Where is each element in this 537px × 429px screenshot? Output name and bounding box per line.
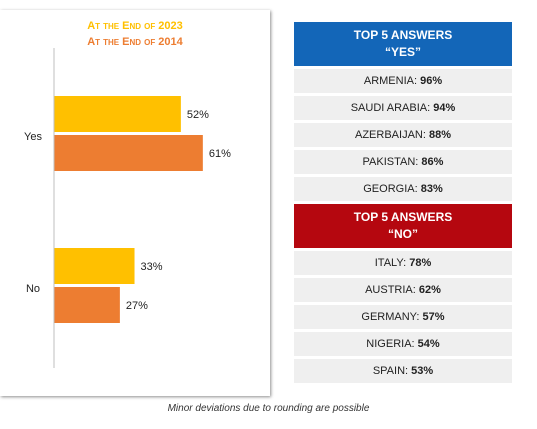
yes-table: TOP 5 ANSWERS “YES” ARMENIA: 96% SAUDI A…	[294, 22, 512, 201]
country-name: GERMANY:	[361, 311, 420, 323]
no-table: TOP 5 ANSWERS “NO” ITALY: 78% AUSTRIA: 6…	[294, 204, 512, 383]
table-row: ARMENIA: 96%	[294, 69, 512, 93]
country-name: PAKISTAN:	[362, 156, 419, 168]
country-name: ITALY:	[374, 257, 407, 269]
no-table-header: TOP 5 ANSWERS “NO”	[294, 204, 512, 248]
no-table-title: TOP 5 ANSWERS	[353, 210, 453, 224]
bar	[54, 96, 181, 132]
bar	[54, 135, 203, 171]
category-label: No	[26, 283, 40, 295]
table-row: AZERBAIJAN: 88%	[294, 123, 512, 147]
table-row: NIGERIA: 54%	[294, 332, 512, 356]
bar-chart: At the End of 2023 At the End of 2014 52% 6…	[24, 20, 231, 368]
data-label: 61%	[209, 148, 231, 160]
country-name: AUSTRIA:	[365, 284, 416, 296]
table-row: PAKISTAN: 86%	[294, 150, 512, 174]
country-value: 94%	[433, 102, 456, 114]
legend-entry: At the End of 2023	[87, 20, 183, 32]
country-value: 96%	[420, 75, 443, 87]
country-name: AZERBAIJAN:	[355, 129, 426, 141]
no-table-subtitle: “NO”	[388, 227, 418, 241]
yes-table-subtitle: “YES”	[384, 45, 421, 59]
table-row: AUSTRIA: 62%	[294, 278, 512, 302]
country-value: 86%	[421, 156, 444, 168]
country-value: 54%	[417, 338, 440, 350]
table-row: GEORGIA: 83%	[294, 177, 512, 201]
data-label: 27%	[126, 300, 148, 312]
country-value: 83%	[420, 183, 443, 195]
table-row: GERMANY: 57%	[294, 305, 512, 329]
yes-table-header: TOP 5 ANSWERS “YES”	[294, 22, 512, 66]
country-value: 88%	[428, 129, 451, 141]
yes-table-title: TOP 5 ANSWERS	[353, 28, 453, 42]
country-value: 53%	[411, 365, 434, 377]
bar	[54, 287, 120, 323]
country-name: SPAIN:	[372, 365, 409, 377]
country-name: NIGERIA:	[366, 338, 415, 350]
footnote: Minor deviations due to rounding are pos…	[167, 403, 370, 414]
country-name: SAUDI ARABIA:	[350, 102, 431, 114]
chart-panel: At the End of 2023 At the End of 2014 52% 6…	[0, 10, 270, 396]
country-value: 62%	[418, 284, 441, 296]
legend-entry: At the End of 2014	[87, 36, 183, 48]
data-label: 33%	[141, 261, 163, 273]
country-value: 78%	[409, 257, 432, 269]
country-value: 57%	[422, 311, 445, 323]
country-name: GEORGIA:	[363, 183, 418, 195]
top-answers-tables: TOP 5 ANSWERS “YES” ARMENIA: 96% SAUDI A…	[294, 22, 512, 383]
category-label: Yes	[24, 131, 42, 143]
data-label: 52%	[187, 109, 209, 121]
country-name: ARMENIA:	[363, 75, 418, 87]
table-row: SPAIN: 53%	[294, 359, 512, 383]
table-row: ITALY: 78%	[294, 251, 512, 275]
table-row: SAUDI ARABIA: 94%	[294, 96, 512, 120]
bar	[54, 248, 135, 284]
